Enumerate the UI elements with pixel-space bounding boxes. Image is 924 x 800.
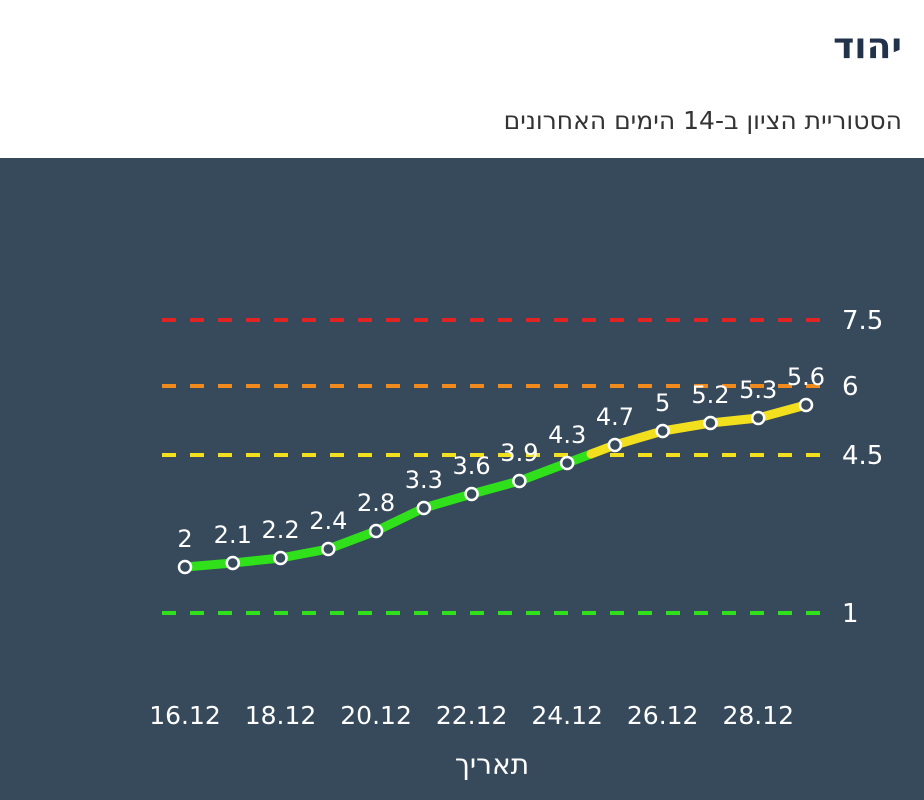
data-label: 3.3 (405, 466, 443, 494)
x-tick-label: 26.12 (627, 701, 699, 730)
series-segment (467, 476, 524, 499)
series-segment (658, 418, 715, 436)
x-tick-label: 18.12 (245, 701, 317, 730)
data-point (512, 473, 527, 489)
data-label: 5.2 (691, 381, 729, 409)
data-point (464, 486, 479, 502)
data-label: 2.4 (309, 507, 347, 535)
x-tick-label: 16.12 (149, 701, 221, 730)
data-point (321, 541, 336, 557)
header: יהוד הסטוריית הציון ב-14 הימים האחרונים (0, 0, 924, 158)
data-point (607, 437, 623, 453)
chart-subtitle: הסטוריית הציון ב-14 הימים האחרונים (503, 106, 902, 135)
data-label: 4.7 (596, 403, 634, 431)
data-point (703, 415, 718, 431)
data-label: 4.3 (548, 421, 586, 449)
data-point (750, 410, 766, 426)
data-label: 5 (655, 389, 670, 417)
series-segment (228, 553, 286, 568)
data-label: 5.6 (787, 363, 825, 391)
data-label: 3.9 (500, 439, 538, 467)
series-segment (419, 489, 477, 513)
threshold-label-4.5: 4.5 (842, 441, 883, 471)
data-label: 2.2 (261, 516, 299, 544)
threshold-label-6: 6 (842, 372, 859, 402)
x-tick-label: 22.12 (436, 701, 508, 730)
data-point (655, 423, 670, 439)
chart-panel: 7.5 6 4.5 1 2 2.1 2.2 2.4 2.8 3.3 3.6 3.9 4.3 4.7 5 5.2… (0, 158, 924, 800)
series-segment (276, 544, 333, 563)
data-point (798, 397, 814, 413)
x-axis-title: תאריך (454, 748, 530, 781)
data-label: 3.6 (453, 452, 491, 480)
data-point (225, 555, 241, 571)
x-tick-label: 20.12 (340, 701, 412, 730)
series-segment (371, 503, 429, 536)
data-label: 2.8 (357, 489, 395, 517)
series-segment (753, 400, 811, 423)
threshold-label-7.5: 7.5 (842, 306, 883, 336)
data-point (273, 550, 288, 566)
data-point (368, 523, 384, 539)
data-point (559, 455, 575, 471)
score-history-chart: 7.5 6 4.5 1 2 2.1 2.2 2.4 2.8 3.3 3.6 3.9 4.3 4.7 5 5.2… (149, 306, 883, 730)
page-title: יהוד (833, 26, 902, 67)
series-segment (514, 458, 572, 486)
data-label: 5.3 (739, 376, 777, 404)
series-segment (610, 426, 668, 450)
data-point (416, 500, 432, 516)
data-label: 2.1 (214, 521, 252, 549)
data-label: 2 (177, 525, 192, 553)
series-segment (705, 413, 763, 428)
x-tick-label: 28.12 (722, 701, 794, 730)
x-tick-label: 24.12 (531, 701, 603, 730)
series-segment (323, 526, 381, 554)
threshold-label-1: 1 (842, 599, 859, 629)
data-point (177, 559, 193, 575)
series-segment (180, 558, 238, 572)
